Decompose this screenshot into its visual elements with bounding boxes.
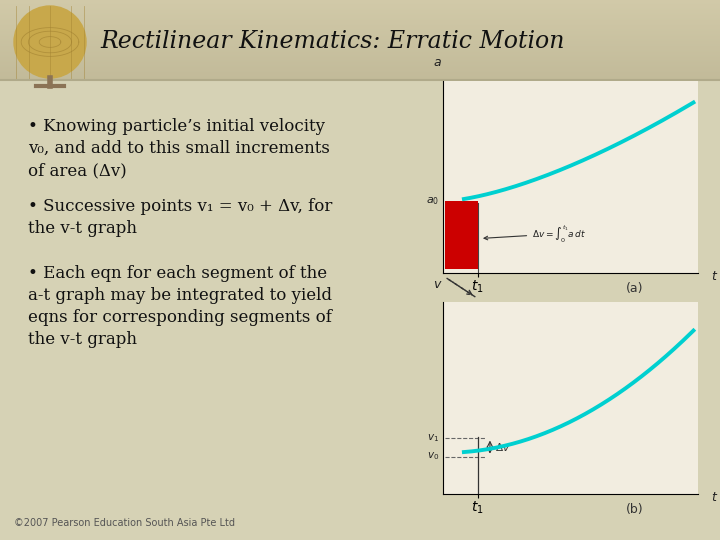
Text: • Each eqn for each segment of the: • Each eqn for each segment of the [28,265,327,282]
Text: $v_1$: $v_1$ [427,432,439,444]
Text: Rectilinear Kinematics: Erratic Motion: Rectilinear Kinematics: Erratic Motion [100,30,564,53]
Text: the v-t graph: the v-t graph [28,220,137,237]
Text: (a): (a) [626,282,643,295]
Text: a-t graph may be integrated to yield: a-t graph may be integrated to yield [28,287,332,304]
Circle shape [14,6,86,78]
Text: the v-t graph: the v-t graph [28,331,137,348]
Text: $\Delta v = \int_0^{t_1} a\, dt$: $\Delta v = \int_0^{t_1} a\, dt$ [484,223,587,245]
Text: of area (Δv): of area (Δv) [28,162,127,179]
Bar [445,201,477,269]
Text: $\Delta v$: $\Delta v$ [495,441,510,453]
Text: $a$: $a$ [433,57,442,70]
Text: v₀, and add to this small increments: v₀, and add to this small increments [28,140,330,157]
Text: eqns for corresponding segments of: eqns for corresponding segments of [28,309,332,326]
Text: $v_0$: $v_0$ [427,450,439,462]
Text: $t$: $t$ [711,491,719,504]
Text: $v$: $v$ [433,278,443,291]
Text: • Successive points v₁ = v₀ + Δv, for: • Successive points v₁ = v₀ + Δv, for [28,198,333,215]
Text: (b): (b) [626,503,643,516]
Text: $t$: $t$ [711,270,719,283]
Text: ©2007 Pearson Education South Asia Pte Ltd: ©2007 Pearson Education South Asia Pte L… [14,518,235,528]
Text: $a_0$: $a_0$ [426,195,439,207]
Text: • Knowing particle’s initial velocity: • Knowing particle’s initial velocity [28,118,325,135]
